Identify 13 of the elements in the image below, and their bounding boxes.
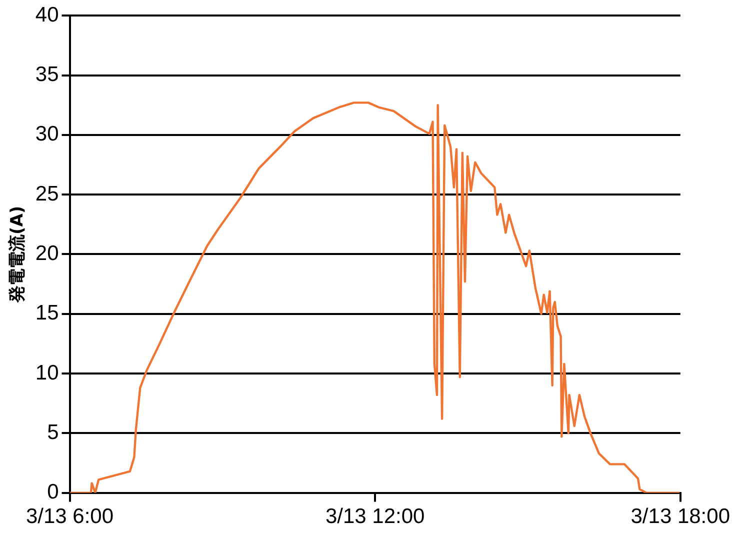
y-axis-title: 発電電流(A): [8, 206, 28, 304]
y-tick-label: 35: [35, 63, 59, 86]
x-tick-label: 3/13 18:00: [630, 505, 730, 528]
y-tick-label: 20: [35, 242, 59, 265]
y-tick-label: 30: [35, 122, 59, 146]
x-tick-label: 3/13 6:00: [26, 505, 114, 528]
y-tick-label: 25: [35, 182, 59, 206]
x-tick-label: 3/13 12:00: [325, 505, 425, 528]
y-tick-label: 15: [35, 302, 59, 325]
y-tick-label: 40: [35, 3, 59, 26]
y-tick-label: 10: [35, 361, 59, 384]
y-tick-label: 0: [47, 480, 59, 504]
y-tick-label: 5: [47, 420, 59, 444]
